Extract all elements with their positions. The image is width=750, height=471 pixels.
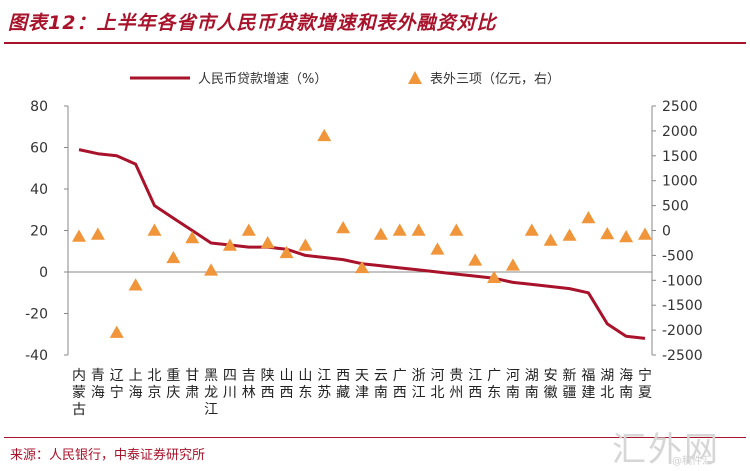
off-balance-series: [72, 128, 652, 338]
source-note: 来源：人民银行，中泰证券研究所: [10, 448, 206, 463]
watermark-subtext: @稿件汇: [672, 456, 712, 467]
left-tick-label: -40: [25, 348, 48, 364]
axes: -40 -20 0 20 40 60 80 -2500 -2000 -1500 -1000 -500 0…: [25, 99, 703, 364]
watermark-logo: 汇外网: [612, 430, 720, 470]
off-balance-point: [336, 221, 351, 234]
footer-divider: [4, 437, 746, 438]
legend-label-off-balance: 表外三项（亿元，右）: [430, 72, 560, 87]
off-balance-point: [90, 227, 105, 240]
x-tick-label: 上海: [129, 368, 143, 401]
off-balance-point: [279, 245, 294, 259]
off-balance-point: [185, 230, 200, 244]
loan-growth-series: [78, 148, 646, 340]
off-balance-point: [72, 229, 86, 242]
title-divider: [4, 42, 746, 44]
legend-label-loan-growth: 人民币贷款增速（%）: [198, 72, 327, 87]
x-tick-label: 黑龙江: [204, 368, 218, 418]
off-balance-point: [543, 233, 558, 246]
x-tick-label: 海南: [619, 368, 633, 401]
x-tick-label: 山西: [280, 368, 294, 401]
right-tick-label: 0: [662, 224, 671, 240]
right-tick-label: -1500: [662, 298, 703, 314]
x-tick-label: 河南: [506, 368, 520, 401]
x-tick-label: 辽宁: [110, 368, 124, 401]
x-tick-label: 重庆: [166, 368, 180, 401]
x-tick-label: 福建: [581, 368, 595, 401]
off-balance-point: [147, 223, 162, 236]
off-balance-point: [449, 223, 464, 236]
off-balance-point: [298, 238, 313, 251]
x-tick-label: 山东: [298, 368, 312, 401]
x-axis-labels: 内蒙古青海辽宁上海北京重庆甘肃黑龙江四川吉林陕西山西山东江苏西藏天津云南广西浙江…: [72, 367, 652, 418]
x-tick-label: 陕西: [261, 368, 275, 401]
off-balance-point: [355, 260, 369, 274]
left-tick-label: 20: [30, 224, 48, 240]
left-tick-label: 60: [30, 141, 48, 157]
x-tick-label: 广西: [393, 368, 407, 401]
loan-growth-line: [78, 148, 646, 340]
off-balance-point: [487, 270, 502, 284]
left-tick-label: 40: [30, 182, 48, 198]
x-tick-label: 湖北: [600, 368, 614, 401]
off-balance-point: [166, 250, 181, 264]
off-balance-point: [128, 278, 143, 291]
chart-title: 图表12：上半年各省市人民币贷款增速和表外融资对比: [8, 12, 497, 34]
x-tick-label: 云南: [374, 368, 388, 401]
off-balance-point: [222, 238, 237, 251]
off-balance-point: [392, 223, 407, 236]
off-balance-point: [430, 242, 445, 255]
off-balance-point: [562, 228, 577, 241]
off-balance-point: [600, 226, 615, 240]
right-tick-label: -2000: [662, 323, 703, 339]
left-tick-label: 0: [39, 265, 48, 281]
off-balance-point: [581, 211, 596, 224]
right-tick-label: -500: [662, 248, 694, 264]
x-tick-label: 河北: [430, 368, 444, 401]
x-tick-label: 天津: [355, 368, 369, 401]
x-tick-label: 吉林: [242, 368, 256, 401]
legend: 人民币贷款增速（%） 表外三项（亿元，右）: [130, 71, 560, 87]
off-balance-point: [260, 235, 275, 249]
x-tick-label: 江西: [468, 368, 482, 401]
off-balance-point: [619, 229, 634, 243]
left-tick-label: -20: [25, 307, 48, 323]
left-tick-label: 80: [30, 99, 48, 115]
legend-triangle-swatch: [408, 71, 422, 84]
off-balance-point: [241, 223, 256, 236]
off-balance-point: [204, 263, 219, 276]
x-tick-label: 浙江: [412, 368, 426, 401]
off-balance-point: [317, 128, 332, 142]
off-balance-point: [524, 223, 539, 236]
x-tick-label: 安徽: [544, 368, 558, 401]
right-tick-label: 500: [662, 199, 689, 215]
x-tick-label: 江苏: [317, 368, 331, 401]
x-tick-label: 宁夏: [638, 367, 652, 401]
x-tick-label: 青海: [91, 368, 105, 401]
x-tick-label: 贵州: [449, 368, 463, 401]
right-tick-label: -1000: [662, 273, 703, 289]
x-tick-label: 新疆: [563, 368, 577, 401]
off-balance-point: [505, 258, 520, 271]
off-balance-point: [373, 227, 388, 240]
x-tick-label: 内蒙古: [72, 368, 86, 418]
x-tick-label: 北京: [147, 368, 161, 401]
off-balance-point: [638, 227, 652, 240]
off-balance-point: [468, 253, 483, 266]
x-tick-label: 甘肃: [185, 368, 199, 401]
right-tick-label: 1500: [662, 149, 698, 165]
right-tick-label: 2500: [662, 99, 698, 115]
off-balance-point: [411, 223, 426, 236]
x-tick-label: 广东: [487, 368, 501, 401]
right-tick-label: -2500: [662, 348, 703, 364]
off-balance-point: [109, 325, 124, 338]
right-tick-label: 1000: [662, 174, 698, 190]
chart: 人民币贷款增速（%） 表外三项（亿元，右） -40 -20 0 20 40 60 80 -25…: [25, 71, 703, 418]
x-tick-label: 湖南: [525, 368, 539, 401]
right-tick-label: 2000: [662, 124, 698, 140]
x-tick-label: 西藏: [336, 368, 350, 401]
x-tick-label: 四川: [223, 368, 237, 401]
